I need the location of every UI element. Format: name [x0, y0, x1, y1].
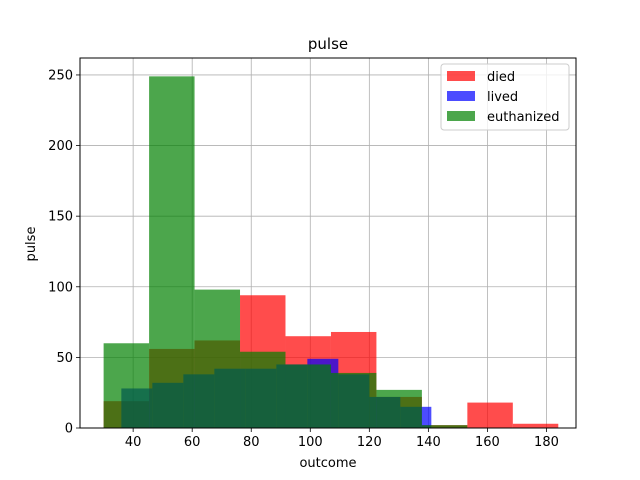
- x-tick-label: 140: [416, 435, 441, 450]
- bar-euthanized: [376, 389, 422, 428]
- legend-swatch: [447, 71, 475, 81]
- x-axis-ticks: 40 60 80 100 120 140 160 180: [125, 428, 559, 450]
- x-tick-label: 100: [298, 435, 323, 450]
- bar-died: [512, 423, 559, 428]
- x-tick-label: 120: [357, 435, 382, 450]
- legend-item-lived: lived: [447, 90, 518, 105]
- legend-label: euthanized: [487, 110, 559, 125]
- bar-euthanized: [330, 372, 377, 428]
- legend-swatch: [447, 91, 475, 101]
- y-tick-label: 50: [56, 351, 73, 366]
- axes-frame: [79, 57, 577, 429]
- legend-label: died: [487, 70, 515, 85]
- bar-euthanized: [103, 343, 150, 428]
- bar-died: [467, 402, 513, 428]
- legend-swatch: [447, 111, 475, 121]
- legend: died lived euthanized: [440, 63, 570, 131]
- y-axis-ticks: 0 50 100 150 200 250: [48, 68, 80, 437]
- x-axis-label: outcome: [299, 456, 356, 471]
- bar-euthanized: [240, 351, 286, 428]
- y-tick-label: 200: [48, 139, 73, 154]
- legend-label: lived: [487, 90, 518, 105]
- bar-euthanized: [149, 76, 195, 429]
- bar-euthanized: [285, 364, 331, 428]
- x-tick-label: 180: [534, 435, 559, 450]
- series-euthanized: [103, 76, 468, 429]
- x-tick-label: 40: [125, 435, 142, 450]
- y-tick-label: 0: [65, 422, 73, 437]
- y-tick-label: 250: [48, 68, 73, 83]
- bar-euthanized: [421, 425, 468, 428]
- y-tick-label: 100: [48, 280, 73, 295]
- x-tick-label: 80: [243, 435, 260, 450]
- x-tick-label: 160: [475, 435, 500, 450]
- y-tick-label: 150: [48, 210, 73, 225]
- chart-title: pulse: [308, 35, 348, 53]
- bars: [103, 76, 559, 429]
- x-tick-label: 60: [184, 435, 201, 450]
- legend-item-died: died: [447, 70, 515, 85]
- y-axis-label: pulse: [24, 227, 39, 262]
- bar-euthanized: [194, 289, 241, 428]
- legend-item-euthanized: euthanized: [447, 110, 559, 125]
